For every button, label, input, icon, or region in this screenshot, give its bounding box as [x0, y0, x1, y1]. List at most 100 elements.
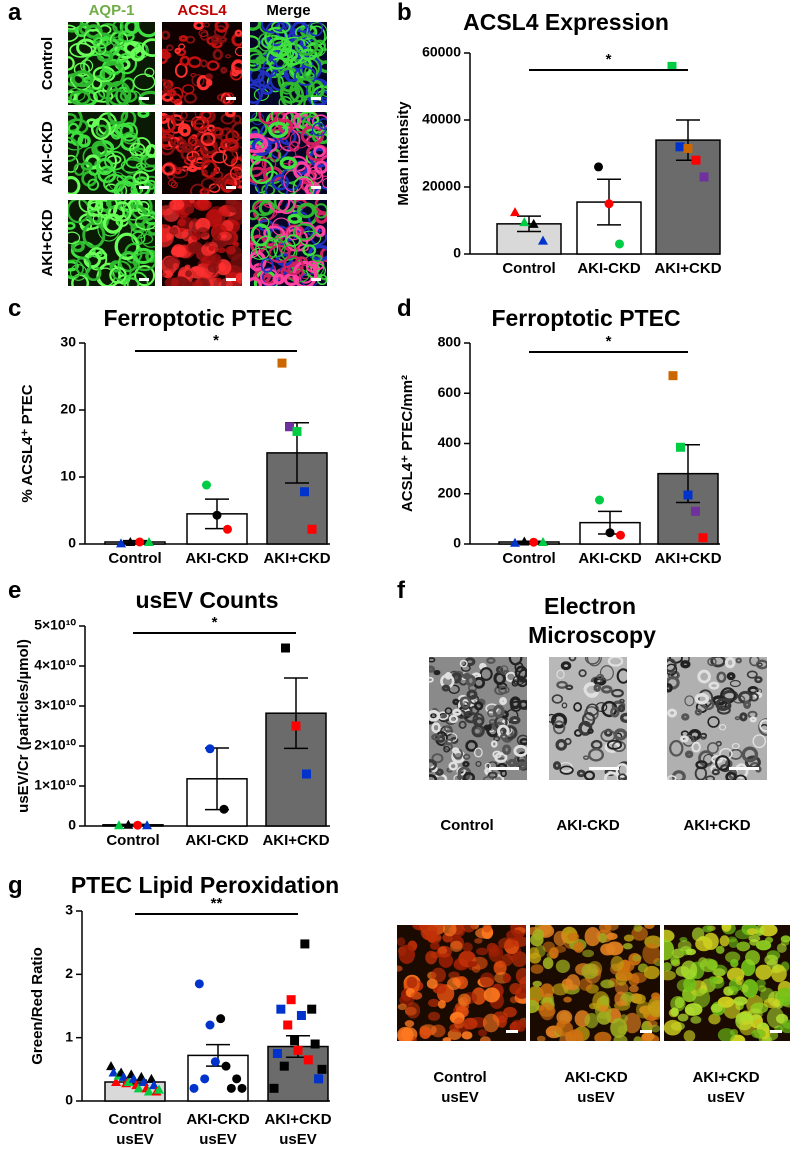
cell — [201, 159, 218, 178]
cell — [610, 1018, 628, 1038]
cell — [490, 740, 498, 748]
micrograph-content — [429, 657, 527, 780]
data-point — [290, 1036, 300, 1046]
y-tick-label: 0 — [65, 1092, 73, 1108]
cell — [596, 1011, 612, 1025]
cell — [692, 988, 711, 1008]
data-point — [108, 1067, 119, 1077]
data-point — [317, 1064, 327, 1074]
micrograph-content — [162, 22, 242, 105]
cell — [162, 137, 176, 156]
cell — [280, 264, 305, 281]
cell — [92, 213, 103, 225]
cell — [93, 89, 114, 103]
data-point — [277, 358, 287, 368]
cell — [664, 1019, 682, 1036]
cell — [599, 995, 609, 1006]
cell — [598, 932, 607, 944]
cell — [498, 685, 510, 694]
cell — [162, 30, 171, 41]
cell — [277, 146, 297, 165]
cell — [555, 738, 568, 751]
cell — [680, 735, 689, 743]
cell — [68, 113, 77, 124]
cell — [116, 52, 138, 75]
cell — [717, 1028, 735, 1041]
cell — [431, 967, 446, 983]
cell — [97, 262, 121, 286]
data-point — [286, 995, 296, 1005]
cell — [629, 972, 647, 984]
cell — [87, 178, 100, 191]
cell — [261, 85, 273, 96]
cell — [530, 952, 542, 964]
cell — [184, 206, 194, 214]
micrograph-content — [162, 200, 242, 286]
cell — [205, 73, 213, 79]
cell — [138, 165, 155, 187]
cell — [107, 112, 129, 125]
cell — [437, 711, 449, 721]
data-point — [202, 480, 211, 490]
cell — [189, 200, 195, 204]
cell — [705, 775, 715, 780]
cell — [82, 221, 106, 249]
cell — [536, 1035, 546, 1041]
cell — [180, 143, 193, 153]
cell — [297, 112, 320, 132]
cell — [650, 1024, 660, 1033]
cell — [130, 47, 145, 62]
cell — [204, 241, 210, 247]
cell — [442, 925, 457, 937]
cell — [451, 747, 460, 754]
cell — [691, 741, 701, 753]
cell — [144, 179, 155, 190]
cell — [739, 1019, 756, 1036]
micrograph — [68, 200, 155, 286]
cell — [181, 228, 193, 242]
cell — [443, 746, 451, 753]
cell — [664, 962, 672, 972]
cell — [667, 708, 678, 718]
cell — [308, 244, 327, 262]
cell — [483, 987, 500, 1003]
cell — [551, 694, 564, 704]
cell — [494, 685, 507, 696]
panel-letter: a — [8, 0, 22, 26]
cell — [277, 200, 295, 215]
cell — [196, 75, 211, 91]
scale-bar — [311, 278, 321, 281]
cell — [670, 955, 680, 966]
micrograph — [68, 112, 155, 194]
cell — [102, 58, 125, 75]
cell — [755, 979, 766, 988]
cell — [207, 263, 220, 273]
cell — [588, 748, 605, 762]
cell — [486, 657, 496, 665]
cell — [397, 965, 403, 972]
cell — [629, 985, 639, 993]
scale-bar — [226, 278, 236, 281]
cell — [725, 771, 737, 780]
cell — [211, 39, 223, 49]
data-point — [116, 538, 126, 548]
data-point — [293, 1045, 303, 1055]
cell — [192, 118, 209, 130]
cell — [695, 936, 713, 952]
cell — [220, 138, 239, 151]
cell — [210, 127, 224, 136]
cell — [771, 965, 787, 983]
panel-letter: c — [8, 295, 21, 322]
cell — [250, 223, 271, 247]
cell — [664, 929, 675, 943]
significance-label: * — [606, 51, 612, 68]
data-point — [285, 422, 294, 432]
cell — [231, 32, 242, 47]
image-caption: Control — [433, 1069, 486, 1086]
cell — [719, 935, 730, 947]
data-point — [529, 537, 539, 547]
image-caption: AKI-CKD — [556, 817, 619, 834]
cell — [532, 928, 545, 941]
data-point — [676, 442, 685, 452]
cell — [189, 183, 206, 194]
